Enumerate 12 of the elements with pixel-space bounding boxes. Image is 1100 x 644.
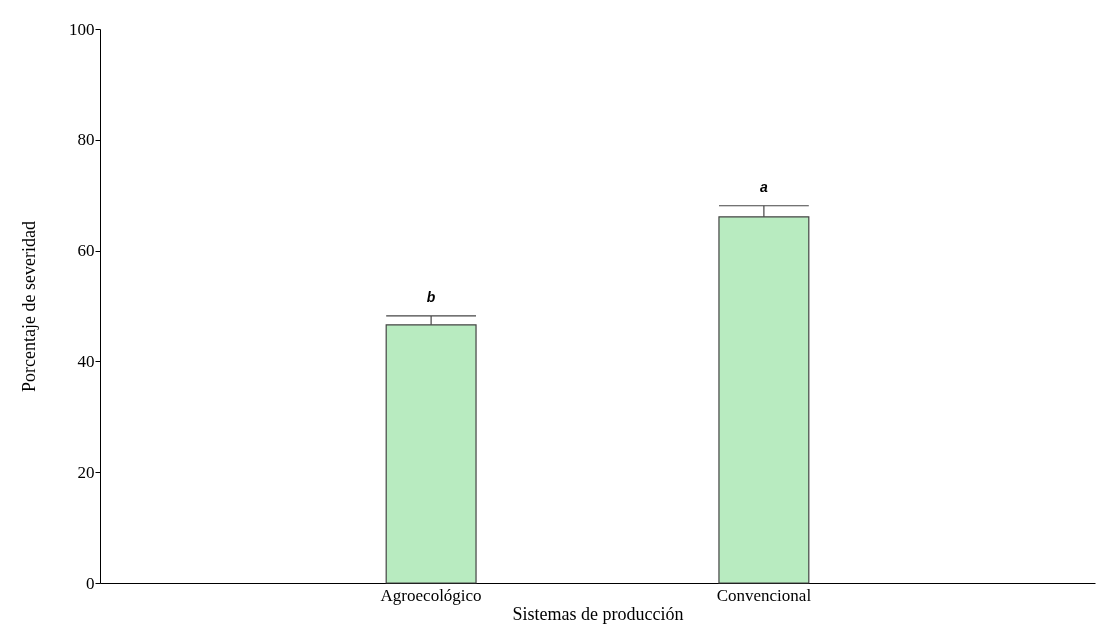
- x-tick-label: Convencional: [716, 585, 812, 605]
- y-tick-label: 60: [77, 241, 95, 261]
- y-tick-label: 40: [77, 351, 95, 371]
- annotation: a: [759, 178, 768, 195]
- x-tick-label: Agroecológico: [380, 585, 482, 605]
- y-axis-title: Porcentaje de severidad: [19, 221, 39, 392]
- annotation: b: [426, 288, 436, 305]
- y-tick-label: 80: [77, 130, 95, 150]
- y-tick-label: 20: [77, 462, 95, 482]
- y-tick-label: 100: [69, 19, 95, 39]
- x-axis-title: Sistemas de producción: [512, 603, 684, 624]
- y-tick-label: 0: [86, 573, 95, 593]
